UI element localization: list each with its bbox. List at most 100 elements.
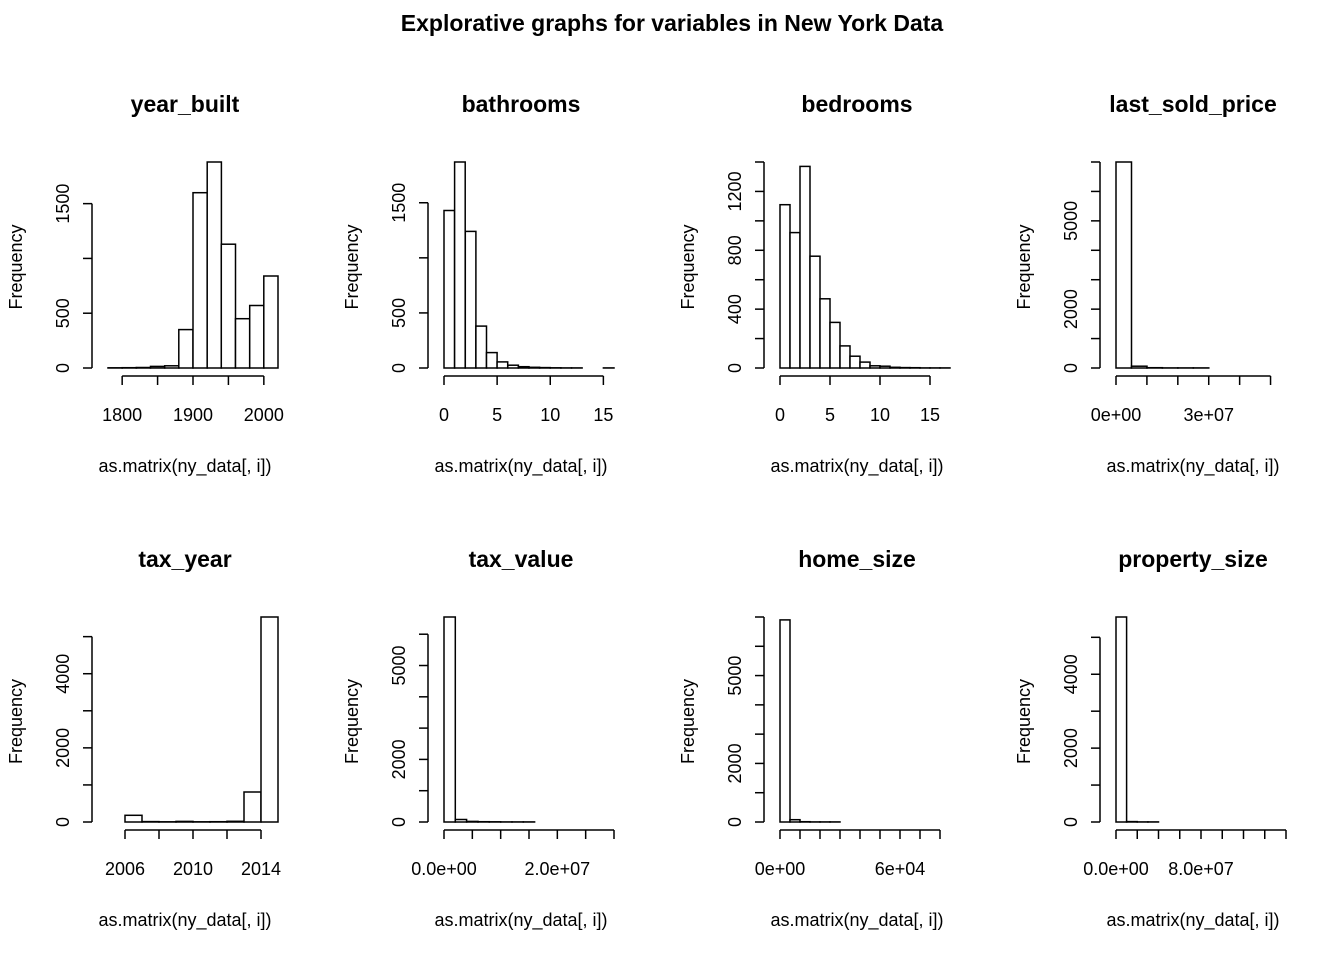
y-tick-label: 0 xyxy=(53,363,73,373)
y-tick-label: 0 xyxy=(725,817,745,827)
y-tick-label: 2000 xyxy=(53,728,73,768)
x-tick-label: 0e+00 xyxy=(1091,405,1142,425)
y-tick-label: 2000 xyxy=(1061,728,1081,768)
histogram-bar xyxy=(192,191,208,369)
histogram-bar xyxy=(789,818,801,823)
x-tick-label: 0 xyxy=(775,405,785,425)
x-tick-label: 8.0e+07 xyxy=(1168,859,1234,879)
x-tick-label: 0.0e+00 xyxy=(1083,859,1149,879)
panel-title: home_size xyxy=(798,546,916,572)
histogram-bar xyxy=(1115,161,1133,369)
histogram-bar xyxy=(135,366,152,369)
x-tick-label: 2006 xyxy=(105,859,145,879)
histogram-bar xyxy=(829,321,841,369)
histogram-panel-last_sold_price: 0e+00 3e+07 0 2000 5000 last_sold_price as.mat… xyxy=(1014,91,1280,477)
x-tick-label: 1900 xyxy=(173,405,213,425)
x-tick-label: 2000 xyxy=(244,405,284,425)
histogram-panel-year_built: 1800 1900 2000 0 500 1500 year_built as.matrix(… xyxy=(6,91,284,477)
histogram-bar xyxy=(889,366,901,369)
histogram-panel-tax_value: 0.0e+00 2.0e+07 0 2000 5000 tax_value as.matri… xyxy=(342,546,615,931)
histogram-bar xyxy=(163,365,180,369)
x-tick-label: 2.0e+07 xyxy=(525,859,591,879)
histogram-bar xyxy=(799,165,811,369)
y-tick-label: 0 xyxy=(389,817,409,827)
y-tick-label: 4000 xyxy=(1061,654,1081,694)
panel-title: bathrooms xyxy=(462,91,581,117)
y-tick-label: 0 xyxy=(53,817,73,827)
x-axis-label: as.matrix(ny_data[, i]) xyxy=(434,910,607,931)
y-tick-label: 4000 xyxy=(53,654,73,694)
y-tick-label: 800 xyxy=(725,235,745,265)
y-tick-label: 1500 xyxy=(53,184,73,224)
y-tick-label: 500 xyxy=(389,298,409,328)
histogram-bar xyxy=(879,365,891,369)
y-tick-label: 1500 xyxy=(389,183,409,223)
y-axis-label: Frequency xyxy=(6,679,26,764)
histogram-bar xyxy=(234,317,251,369)
x-axis-label: as.matrix(ny_data[, i]) xyxy=(1106,910,1279,931)
x-tick-label: 5 xyxy=(825,405,835,425)
x-tick-label: 0.0e+00 xyxy=(411,859,477,879)
histogram-bar xyxy=(496,361,509,369)
histogram-bar xyxy=(243,791,262,823)
x-tick-label: 1800 xyxy=(102,405,142,425)
histogram-bar xyxy=(248,304,265,369)
histogram-bar xyxy=(465,820,479,823)
histogram-bar xyxy=(443,616,457,823)
histogram-bar xyxy=(206,161,223,369)
histogram-bar xyxy=(220,243,237,369)
x-tick-label: 10 xyxy=(540,405,560,425)
y-tick-label: 0 xyxy=(389,363,409,373)
x-tick-label: 2010 xyxy=(173,859,213,879)
x-axis-label: as.matrix(ny_data[, i]) xyxy=(1106,456,1279,477)
x-axis-label: as.matrix(ny_data[, i]) xyxy=(770,456,943,477)
histogram-bar xyxy=(1130,365,1148,369)
histogram-bar xyxy=(453,161,466,369)
histogram-bar xyxy=(485,351,498,369)
x-tick-label: 2014 xyxy=(241,859,281,879)
histogram-bar xyxy=(1115,616,1128,823)
y-tick-label: 5000 xyxy=(1061,201,1081,241)
y-axis-label: Frequency xyxy=(678,679,698,764)
y-tick-label: 500 xyxy=(53,298,73,328)
histogram-bar xyxy=(779,619,791,823)
y-axis-label: Frequency xyxy=(1014,679,1034,764)
histogram-bar xyxy=(149,365,166,369)
y-axis-label: Frequency xyxy=(342,679,362,764)
x-tick-label: 0 xyxy=(439,405,449,425)
x-tick-label: 15 xyxy=(593,405,613,425)
histogram-bar xyxy=(809,255,821,369)
histogram-bar xyxy=(819,298,831,369)
histogram-bar xyxy=(789,231,801,369)
histogram-bar xyxy=(849,355,861,369)
histogram-bar xyxy=(175,820,194,823)
y-tick-label: 2000 xyxy=(725,743,745,783)
x-tick-label: 10 xyxy=(870,405,890,425)
histogram-bar xyxy=(869,365,881,369)
figure-title: Explorative graphs for variables in New … xyxy=(400,10,944,36)
x-axis-label: as.matrix(ny_data[, i]) xyxy=(770,910,943,931)
y-tick-label: 400 xyxy=(725,294,745,324)
histogram-panel-tax_year: 2006 2010 2014 0 2000 4000 tax_year as.matrix(n… xyxy=(6,546,281,931)
histogram-bar xyxy=(454,818,468,823)
histogram-bar xyxy=(528,366,541,369)
y-tick-label: 1200 xyxy=(725,171,745,211)
histogram-panel-bathrooms: 0 5 10 15 0 500 1500 bathrooms as.matrix(ny_data… xyxy=(342,91,615,477)
x-tick-label: 3e+07 xyxy=(1183,405,1234,425)
panel-title: bedrooms xyxy=(801,91,912,117)
histogram-bar xyxy=(443,209,456,369)
histogram-bar xyxy=(507,364,520,369)
histogram-bar xyxy=(839,345,851,369)
y-tick-label: 0 xyxy=(1061,817,1081,827)
x-axis-label: as.matrix(ny_data[, i]) xyxy=(434,456,607,477)
histogram-panel-home_size: 0e+00 6e+04 0 2000 5000 home_size as.matrix(ny… xyxy=(678,546,944,931)
y-tick-label: 0 xyxy=(1061,363,1081,373)
x-tick-label: 5 xyxy=(492,405,502,425)
panel-title: year_built xyxy=(131,91,240,117)
y-axis-label: Frequency xyxy=(6,224,26,309)
histogram-panel-bedrooms: 0 5 10 15 0 400 800 1200 bedrooms as.matrix(ny_da… xyxy=(678,91,951,477)
y-tick-label: 0 xyxy=(725,363,745,373)
y-tick-label: 2000 xyxy=(389,739,409,779)
panel-title: tax_year xyxy=(138,546,231,572)
